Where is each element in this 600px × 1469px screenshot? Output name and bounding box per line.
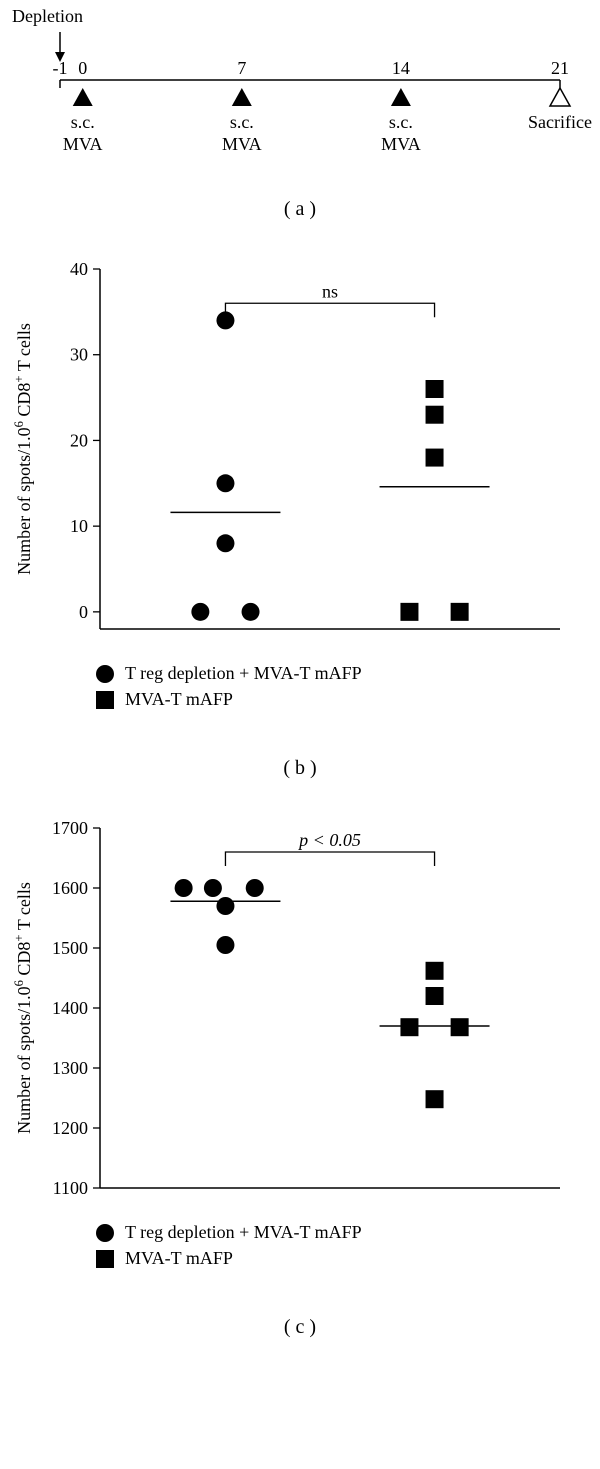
data-point-square [426,406,444,424]
y-tick-label: 30 [70,345,88,365]
legend-marker-square [96,1250,114,1268]
data-point-square [426,1090,444,1108]
legend-label: T reg depletion + MVA-T mAFP [125,663,362,683]
data-point-circle [242,603,260,621]
y-axis-label: Number of spots/1.06 CD8+ T cells [12,323,34,575]
timeline-tick-label: 14 [392,58,410,78]
comparison-bracket [225,852,434,866]
y-axis-label: Number of spots/1.06 CD8+ T cells [12,882,34,1134]
data-point-square [451,1018,469,1036]
y-tick-label: 40 [70,259,88,279]
timeline-tick-label: 21 [551,58,569,78]
data-point-square [400,1018,418,1036]
data-point-square [451,603,469,621]
comparison-bracket [225,303,434,317]
y-tick-label: 10 [70,516,88,536]
data-point-circle [191,603,209,621]
panel-c-label: ( c ) [0,1316,600,1339]
data-point-circle [216,311,234,329]
y-tick-label: 1300 [52,1058,88,1078]
timeline-event-label: Sacrifice [528,112,592,132]
y-tick-label: 20 [70,430,88,450]
timeline-marker-filled [73,88,93,106]
timeline-marker-filled [391,88,411,106]
bracket-label: p < 0.05 [297,830,361,850]
data-point-circle [216,936,234,954]
panel-b-label: ( b ) [0,757,600,780]
data-point-circle [216,534,234,552]
timeline-event-label: s.c. [230,112,254,132]
timeline-panel: Depletion-1071421s.c.MVAs.c.MVAs.c.MVASa… [0,0,600,180]
data-point-circle [246,879,264,897]
scatter-chart-c: 1100 1200 1300 1400 1500 1600 1700 Number of sp… [0,808,600,1298]
page: Depletion-1071421s.c.MVAs.c.MVAs.c.MVASa… [0,0,600,1339]
data-point-circle [175,879,193,897]
y-tick-label: 1100 [53,1178,88,1198]
timeline-event-label: s.c. [389,112,413,132]
timeline-marker-open [550,88,570,106]
legend-marker-square [96,691,114,709]
timeline-event-label: MVA [63,134,103,154]
legend-label: MVA-T mAFP [125,1248,233,1268]
data-point-circle [216,897,234,915]
data-point-square [426,380,444,398]
y-tick-label: 1500 [52,938,88,958]
data-point-circle [204,879,222,897]
data-point-square [400,603,418,621]
data-point-square [426,987,444,1005]
data-point-circle [216,474,234,492]
legend-label: MVA-T mAFP [125,689,233,709]
y-tick-label: 0 [79,602,88,622]
scatter-chart-b: 0 10 20 30 40 Number of spots/1.06 CD8+ T cel… [0,249,600,739]
timeline-tick-label: 0 [78,58,87,78]
timeline-event-label: MVA [381,134,421,154]
timeline-tick-label: -1 [53,58,68,78]
timeline-event-label: MVA [222,134,262,154]
y-tick-label: 1400 [52,998,88,1018]
legend-marker-circle [96,665,114,683]
bracket-label: ns [322,281,338,301]
y-tick-label: 1200 [52,1118,88,1138]
timeline-marker-filled [232,88,252,106]
timeline-tick-label: 7 [237,58,246,78]
panel-a-label: ( a ) [0,198,600,221]
depletion-label: Depletion [12,6,83,26]
timeline-event-label: s.c. [71,112,95,132]
data-point-square [426,962,444,980]
y-tick-label: 1700 [52,818,88,838]
data-point-square [426,449,444,467]
legend-label: T reg depletion + MVA-T mAFP [125,1222,362,1242]
legend-marker-circle [96,1224,114,1242]
y-tick-label: 1600 [52,878,88,898]
